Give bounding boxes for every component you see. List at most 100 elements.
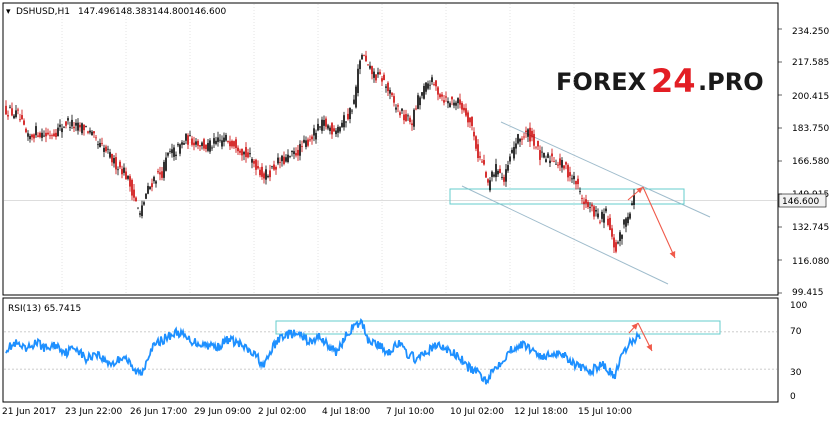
candle-body [567,165,569,178]
candle-body [461,102,463,110]
candle-body [511,149,513,153]
candle-body [337,126,339,133]
candle-body [73,126,75,129]
candle-body [561,160,563,168]
candle-body [331,123,333,135]
candle-body [105,146,107,152]
candle-body [425,82,427,92]
candle-body [479,156,481,158]
candle-body [593,206,595,217]
candle-body [135,197,137,202]
candle-body [607,218,609,225]
candle-body [429,84,431,86]
candle-body [35,126,37,136]
candle-body [341,122,343,128]
candle-body [61,128,63,133]
candle-body [307,139,309,146]
symbol-dropdown-icon[interactable]: ▾ [6,7,11,17]
candle-body [213,138,215,144]
candle-body [71,119,73,127]
candle-body [241,148,243,156]
candle-body [523,136,525,138]
candle-body [423,85,425,99]
candle-body [539,150,541,160]
candle-body [587,201,589,208]
candle-body [39,132,41,137]
candle-body [615,242,617,252]
candle-body [557,164,559,166]
candle-body [379,71,381,75]
channel-lower-line [461,185,669,285]
candle-body [485,172,487,178]
candle-body [323,119,325,126]
candle-body [233,141,235,147]
candle-body [159,172,161,175]
candle-body [439,94,441,98]
candle-body [81,123,83,134]
candle-body [227,140,229,142]
arrow-up-head [636,187,643,194]
candle-body [267,175,269,178]
candle-body [309,139,311,141]
candle-body [33,134,35,139]
candle-body [261,166,263,177]
candle-body [179,144,181,154]
candle-body [355,86,357,108]
candle-body [333,128,335,132]
candle-body [629,213,631,219]
candle-body [185,133,187,141]
candle-body [21,115,23,120]
candle-body [91,131,93,136]
candle-body [513,147,515,159]
ohlc-high: 148.383 [115,7,152,17]
candle-body [441,94,443,97]
candle-body [123,167,125,173]
candle-body [599,221,601,223]
candle-body [299,144,301,156]
candle-body [153,176,155,182]
candle-body [631,203,633,206]
candle-body [205,144,207,150]
candle-body [189,134,191,136]
candle-body [193,142,195,146]
rsi-tick-label: 30 [790,368,802,378]
candle-body [405,114,407,122]
candle-body [493,174,495,177]
candle-body [421,92,423,96]
candle-body [373,71,375,78]
candle-body [147,185,149,194]
candle-body [521,138,523,140]
candle-body [99,142,101,148]
candle-body [253,160,255,164]
candle-body [201,142,203,146]
candle-body [487,179,489,183]
candle-body [541,151,543,153]
candle-body [41,132,43,138]
watermark-forex: FOREX [556,68,647,96]
arrow-down-head [669,251,676,258]
candle-body [85,126,87,127]
time-tick-label: 26 Jun 17:00 [130,407,187,417]
candle-body [315,132,317,140]
candle-body [155,181,157,184]
rsi-line [5,317,641,385]
time-tick-label: 2 Jul 02:00 [258,407,307,417]
main-pane-border [2,2,779,296]
candle-body [281,155,283,162]
candle-body [9,106,11,108]
candle-body [327,125,329,129]
candle-body [107,148,109,150]
candle-body [237,147,239,152]
candle-body [605,208,607,212]
rsi-pane-border [2,297,779,403]
candle-body [481,161,483,163]
candle-body [181,142,183,145]
candle-body [97,144,99,146]
candle-body [589,207,591,208]
candle-body [25,128,27,133]
candle-body [495,164,497,178]
candle-body [217,137,219,142]
candle-body [67,118,69,121]
candle-body [303,139,305,143]
candle-body [17,109,19,111]
